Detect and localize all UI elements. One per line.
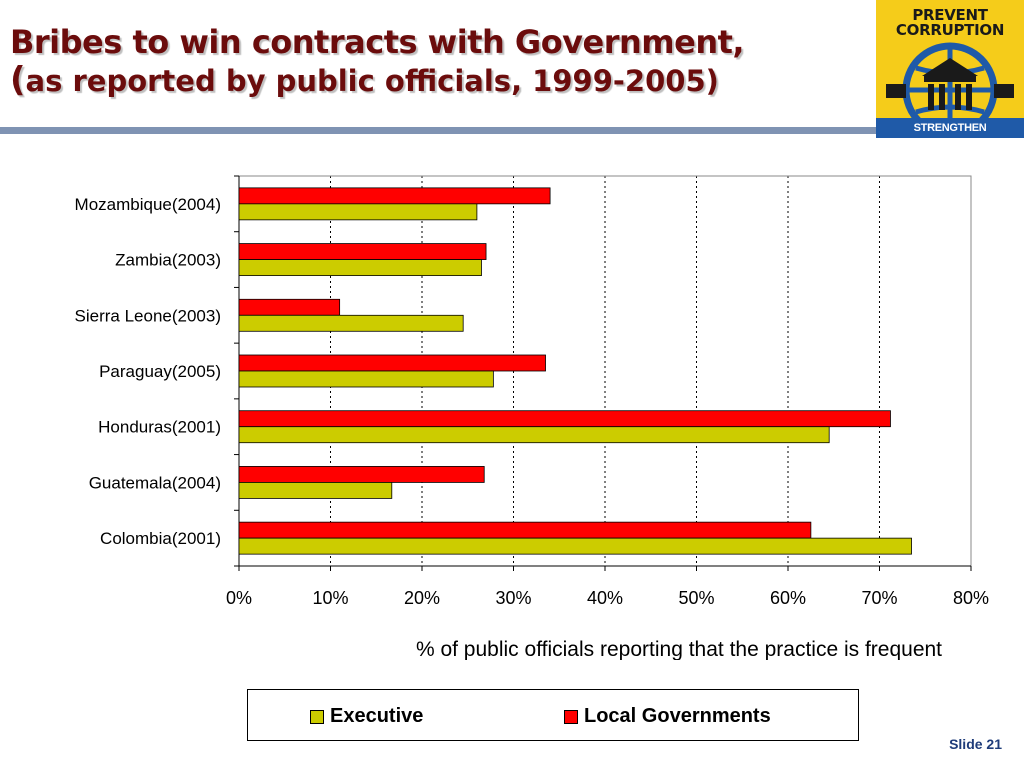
chart-legend: Executive Local Governments <box>247 689 859 741</box>
category-label-zambia-2003: Zambia(2003) <box>115 251 221 270</box>
title-paren: ( <box>10 59 26 100</box>
category-label-mozambique-2004: Mozambique(2004) <box>75 195 221 214</box>
bar-executive-paraguay-2005 <box>238 370 494 388</box>
slide-number: Slide 21 <box>949 736 1002 752</box>
bar-local-governments-paraguay-2005 <box>238 354 546 372</box>
x-tick-label-80: 80% <box>953 588 989 608</box>
category-label-guatemala-2004: Guatemala(2004) <box>89 473 221 492</box>
bar-local-governments-guatemala-2004 <box>238 466 485 483</box>
category-label-paraguay-2005: Paraguay(2005) <box>99 362 221 381</box>
x-tick-label-40: 40% <box>587 588 623 608</box>
legend-label-local-governments: Local Governments <box>584 705 771 727</box>
x-tick-label-30: 30% <box>495 588 531 608</box>
title-line-2: (as reported by public officials, 1999-2… <box>10 59 744 100</box>
legend-swatch-executive <box>310 709 324 724</box>
bar-executive-honduras-2001 <box>238 426 830 444</box>
legend-item-local-governments: Local Governments <box>564 705 771 728</box>
bar-local-governments-honduras-2001 <box>238 410 891 428</box>
x-tick-label-20: 20% <box>404 588 440 608</box>
category-label-colombia-2001: Colombia(2001) <box>100 529 221 548</box>
bar-executive-zambia-2003 <box>238 259 482 276</box>
category-label-sierra-leone-2003: Sierra Leone(2003) <box>75 306 221 325</box>
legend-swatch-local-governments <box>564 709 578 724</box>
bar-executive-mozambique-2004 <box>238 203 478 221</box>
legend-item-executive: Executive <box>310 705 423 728</box>
logo-line-1: PREVENT <box>912 6 988 24</box>
title-line-2-text: as reported by public officials, 1999-20… <box>25 63 719 98</box>
bar-executive-colombia-2001 <box>238 537 912 555</box>
category-label-honduras-2001: Honduras(2001) <box>98 418 221 437</box>
x-tick-label-60: 60% <box>770 588 806 608</box>
bar-local-governments-mozambique-2004 <box>238 187 551 205</box>
bar-local-governments-sierra-leone-2003 <box>238 298 341 316</box>
x-tick-label-10: 10% <box>312 588 348 608</box>
x-tick-label-70: 70% <box>861 588 897 608</box>
bar-local-governments-zambia-2003 <box>238 243 487 260</box>
x-axis-title: % of public officials reporting that the… <box>416 638 942 660</box>
title-underline-rule <box>0 127 878 134</box>
logo-line-2: CORRUPTION <box>895 21 1005 39</box>
globe-building-icon <box>886 42 1014 118</box>
x-tick-label-50: 50% <box>678 588 714 608</box>
logo-text: PREVENT CORRUPTION <box>876 8 1024 38</box>
logo-band: STRENGTHEN INSTITUTIONS <box>876 118 1024 154</box>
bar-executive-guatemala-2004 <box>238 482 393 499</box>
prevent-corruption-logo: PREVENT CORRUPTION STRENGTHEN INSTITUTIO… <box>876 0 1024 154</box>
bar-executive-sierra-leone-2003 <box>238 314 464 332</box>
title-line-1: Bribes to win contracts with Government, <box>10 23 745 61</box>
legend-label-executive: Executive <box>330 705 424 727</box>
bar-chart: Mozambique(2004) Zambia(2003) Sierra Leone… <box>75 175 989 660</box>
bar-local-governments-colombia-2001 <box>238 521 812 539</box>
slide-title: Bribes to win contracts with Government,… <box>10 23 745 100</box>
x-tick-label-0: 0% <box>226 588 252 608</box>
